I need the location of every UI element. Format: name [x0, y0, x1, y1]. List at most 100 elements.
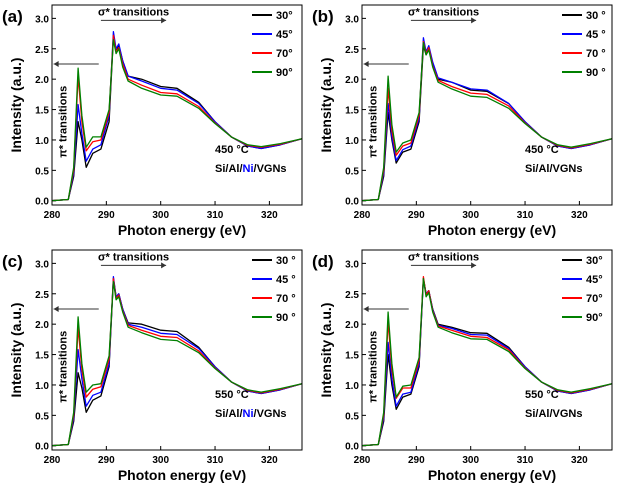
- series-line-30: [52, 35, 302, 202]
- y-tick-label: 0.5: [345, 166, 359, 177]
- legend-label: 45 °: [586, 29, 606, 41]
- legend-label: 70 °: [586, 48, 606, 60]
- panel-label: (a): [2, 7, 23, 26]
- pi-label: π* transitions: [368, 331, 380, 403]
- sigma-label: σ* transitions: [98, 251, 169, 263]
- legend-label: 70 °: [276, 293, 296, 305]
- series-line-70: [362, 276, 612, 447]
- y-tick-label: 0.5: [35, 411, 49, 422]
- panel-c: (c) 280 290 300 310 320 0.0 0.5 1.0 1.5 2.0 2.5 3.0 P…: [2, 249, 303, 483]
- x-tick-label: 300: [152, 210, 169, 221]
- y-axis-label: Intensity (a.u.): [318, 58, 334, 153]
- arrow-head-icon: [161, 262, 167, 269]
- sample-label-part: /VGNs: [254, 163, 287, 175]
- series-line-90: [362, 42, 612, 202]
- sample-label-part: Si/Al/: [215, 163, 243, 175]
- x-axis-label: Photon energy (eV): [428, 467, 556, 483]
- y-tick-label: 2.5: [345, 45, 359, 56]
- sigma-label: σ* transitions: [408, 251, 479, 263]
- y-tick-label: 1.0: [345, 381, 359, 392]
- series-line-45: [362, 277, 612, 447]
- y-tick-label: 1.0: [35, 136, 49, 147]
- x-tick-label: 290: [98, 210, 115, 221]
- legend-label: 90 °: [276, 312, 296, 324]
- panel-label: (c): [2, 252, 23, 271]
- plot-frame: [51, 249, 303, 451]
- legend-label: 45°: [586, 274, 603, 286]
- y-axis-label: Intensity (a.u.): [8, 58, 24, 153]
- temperature-label: 450 °C: [215, 144, 249, 156]
- x-tick-label: 310: [517, 210, 534, 221]
- x-tick-label: 280: [354, 455, 371, 466]
- panel-d: (d) 280 290 300 310 320 0.0 0.5 1.0 1.5 2.0 2.5 3.0 P…: [312, 249, 613, 483]
- sample-label-part: /VGNs: [254, 408, 287, 420]
- series-line-90: [52, 39, 302, 202]
- x-tick-label: 280: [354, 210, 371, 221]
- y-tick-label: 3.0: [345, 14, 359, 25]
- pi-label: π* transitions: [368, 86, 380, 158]
- series-line-45: [52, 276, 302, 447]
- series-line-70: [362, 40, 612, 202]
- legend-label: 30°: [586, 255, 603, 267]
- sample-label: Si/Al/Ni/VGNs: [215, 163, 287, 175]
- sample-label-part: Si/Al/: [215, 408, 243, 420]
- x-tick-label: 300: [152, 455, 169, 466]
- y-tick-label: 1.5: [35, 351, 49, 362]
- x-tick-label: 310: [207, 455, 224, 466]
- legend-label: 45°: [276, 29, 293, 41]
- y-tick-label: 0.0: [345, 442, 359, 453]
- x-tick-label: 310: [517, 455, 534, 466]
- legend-label: 45 °: [276, 274, 296, 286]
- series-line-45: [52, 31, 302, 202]
- x-tick-label: 320: [571, 455, 588, 466]
- y-tick-label: 2.0: [35, 320, 49, 331]
- y-tick-label: 2.5: [35, 45, 49, 56]
- sample-label-part: Ni: [243, 408, 254, 420]
- legend-label: 70°: [586, 293, 603, 305]
- legend-label: 90°: [586, 312, 603, 324]
- pi-label: π* transitions: [58, 331, 70, 403]
- x-axis-label: Photon energy (eV): [428, 222, 556, 238]
- x-axis-label: Photon energy (eV): [118, 467, 246, 483]
- sample-label: Si/Al/Ni/VGNs: [215, 408, 287, 420]
- series-line-30: [362, 45, 612, 202]
- series-line-90: [52, 280, 302, 447]
- series-line-90: [362, 277, 612, 447]
- y-tick-label: 1.5: [345, 106, 359, 117]
- panel-a: (a) 280 290 300 310 320 0.0 0.5 1.0 1.5 2.0 2.5 3.0 P…: [2, 4, 303, 238]
- y-tick-label: 0.0: [35, 197, 49, 208]
- x-tick-label: 320: [261, 455, 278, 466]
- arrow-head-icon: [363, 60, 369, 67]
- sample-label: Si/Al/VGNs: [525, 408, 582, 420]
- y-tick-label: 1.5: [345, 351, 359, 362]
- sigma-label: σ* transitions: [98, 6, 169, 18]
- series-line-45: [362, 37, 612, 202]
- x-tick-label: 300: [462, 455, 479, 466]
- sample-label: Si/Al/VGNs: [525, 163, 582, 175]
- series-line-30: [362, 277, 612, 447]
- y-tick-label: 1.0: [345, 136, 359, 147]
- y-tick-label: 2.5: [345, 290, 359, 301]
- sample-label-part: Si/Al/VGNs: [525, 163, 582, 175]
- legend-label: 70°: [276, 48, 293, 60]
- y-tick-label: 0.5: [35, 166, 49, 177]
- plot-frame: [361, 4, 613, 206]
- sample-label-part: Si/Al/VGNs: [525, 408, 582, 420]
- x-axis-label: Photon energy (eV): [118, 222, 246, 238]
- y-tick-label: 3.0: [35, 14, 49, 25]
- y-tick-label: 0.5: [345, 411, 359, 422]
- x-tick-label: 320: [571, 210, 588, 221]
- x-tick-label: 280: [44, 455, 61, 466]
- pi-label: π* transitions: [58, 86, 70, 158]
- panel-label: (d): [312, 252, 334, 271]
- x-tick-label: 290: [98, 455, 115, 466]
- y-tick-label: 2.5: [35, 290, 49, 301]
- panel-label: (b): [312, 7, 334, 26]
- y-tick-label: 0.0: [345, 197, 359, 208]
- x-tick-label: 320: [261, 210, 278, 221]
- y-tick-label: 2.0: [345, 320, 359, 331]
- x-tick-label: 290: [408, 210, 425, 221]
- arrow-head-icon: [53, 60, 59, 67]
- temperature-label: 550 °C: [215, 389, 249, 401]
- temperature-label: 550 °C: [525, 389, 559, 401]
